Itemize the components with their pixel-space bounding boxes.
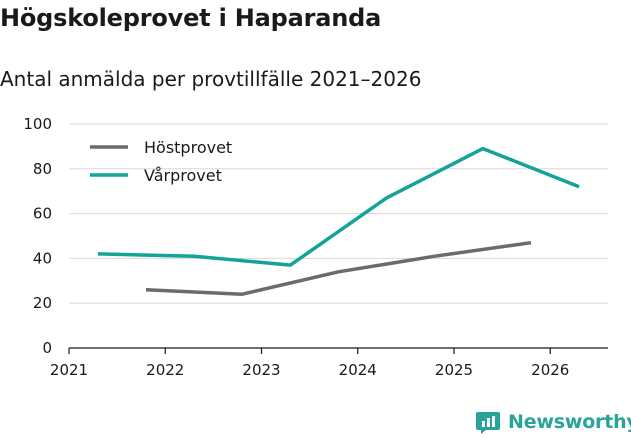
legend-label: Vårprovet: [144, 166, 222, 185]
x-tick-label: 2025: [435, 361, 473, 379]
brand-name: Newsworthy: [508, 411, 631, 433]
y-tick-label: 60: [33, 205, 52, 223]
newsworthy-logo: Newsworthy: [476, 409, 631, 435]
x-tick-label: 2024: [339, 361, 377, 379]
y-tick-label: 100: [23, 115, 52, 133]
x-tick-label: 2021: [50, 361, 88, 379]
newsworthy-logo-icon: [476, 412, 500, 434]
legend-label: Höstprovet: [144, 138, 232, 157]
x-tick-label: 2022: [146, 361, 184, 379]
y-tick-label: 0: [42, 339, 52, 357]
series-layer: [97, 146, 580, 296]
y-tick-label: 20: [33, 294, 52, 312]
chart-title: Högskoleprovet i Haparanda: [0, 4, 382, 32]
series-line-varprovet: [97, 146, 580, 267]
x-tick-label: 2023: [242, 361, 280, 379]
axis-layer: 0 20 40 60 80 100 2021 2022 2023 2024 2025 2026: [23, 115, 608, 379]
chart-subtitle: Antal anmälda per provtillfälle 2021–202…: [0, 67, 422, 91]
grid-layer: [69, 123, 608, 304]
x-tick-label: 2026: [531, 361, 569, 379]
y-tick-label: 80: [33, 160, 52, 178]
legend: Höstprovet Vårprovet: [90, 138, 232, 185]
series-line-hostprovet: [145, 240, 532, 296]
y-tick-label: 40: [33, 249, 52, 267]
